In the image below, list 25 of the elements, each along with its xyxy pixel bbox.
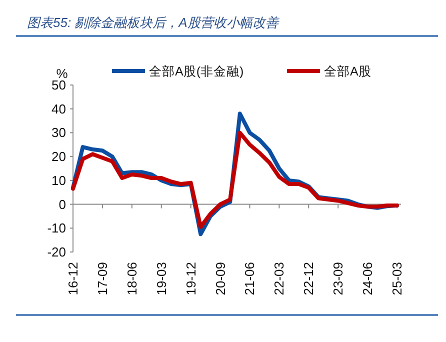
legend-item: 全部A股(非金融) (112, 64, 244, 78)
x-tick-label: 18-06 (124, 262, 140, 296)
x-tick-label: 23-09 (330, 262, 346, 296)
y-tick-label: 10 (52, 172, 66, 188)
legend-label: 全部A股(非金融) (149, 64, 244, 78)
y-tick-label: 0 (58, 196, 66, 212)
x-tick-label: 20-09 (212, 262, 228, 296)
legend-item: 全部A股 (287, 64, 372, 78)
x-tick-label: 16-12 (66, 262, 80, 296)
x-tick-label: 17-09 (94, 262, 110, 296)
y-tick-label: -10 (47, 220, 66, 236)
line-series (71, 130, 399, 229)
chart-title: 图表55: 剔除金融板块后，A股营收小幅改善 (27, 15, 280, 30)
y-tick-label: 40 (52, 101, 66, 116)
x-tick-label: 19-12 (183, 262, 198, 296)
x-tick-label: 19-03 (154, 262, 169, 296)
y-tick-label: 20 (52, 149, 66, 164)
y-tick-label: -20 (47, 244, 66, 260)
x-tick-label: 24-06 (360, 262, 376, 296)
x-tick-label: 22-03 (272, 262, 287, 296)
legend-label: 全部A股 (324, 64, 372, 78)
y-tick-label: 30 (52, 125, 66, 140)
x-tick-label: 22-12 (301, 262, 316, 296)
x-tick-label: 25-03 (390, 262, 404, 296)
x-tick-label: 21-06 (242, 262, 258, 296)
